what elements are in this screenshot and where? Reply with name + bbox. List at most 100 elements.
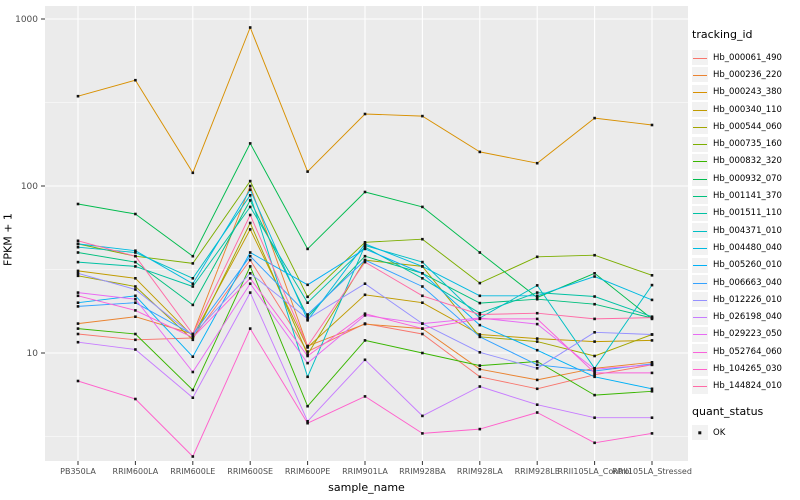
data-point [535, 367, 539, 370]
data-point [535, 378, 539, 382]
legend-key-box [692, 309, 708, 325]
legend-key-line-icon [693, 247, 707, 249]
legend-item-label: Hb_026198_040 [713, 312, 782, 323]
data-point [306, 247, 309, 251]
data-point [478, 333, 482, 336]
data-point [76, 379, 80, 383]
legend-key-box [692, 425, 708, 441]
data-point [191, 262, 195, 265]
data-point [306, 421, 309, 425]
data-point [363, 260, 367, 264]
legend-key-box [692, 67, 708, 83]
data-point [248, 254, 252, 258]
legend-key-line-icon [693, 230, 707, 232]
legend-item-label: Hb_029223_050 [713, 329, 782, 340]
legend-item-Hb_000340_110: Hb_000340_110 [692, 101, 798, 118]
data-point [134, 297, 137, 301]
data-point [306, 313, 309, 316]
data-point [421, 351, 424, 355]
legend-key-box [692, 153, 708, 169]
data-point [134, 348, 137, 351]
data-point [593, 354, 596, 358]
data-point [535, 337, 539, 340]
legend-title-tracking-id: tracking_id [692, 28, 753, 41]
data-point [478, 150, 482, 154]
data-point [421, 301, 424, 304]
data-point [478, 323, 482, 327]
data-point [191, 388, 195, 392]
legend-item-label: Hb_000243_380 [713, 87, 782, 98]
legend-key-box [692, 361, 708, 377]
legend-item-Hb_004480_040: Hb_004480_040 [692, 239, 798, 256]
legend-key-box [692, 171, 708, 187]
legend: tracking_id Hb_000061_490 Hb_000236_220 Hb… [692, 28, 798, 441]
data-point [363, 190, 367, 194]
data-point [363, 358, 367, 362]
legend-key-line-icon [693, 178, 707, 180]
legend-key-line-icon [693, 368, 707, 370]
data-point [650, 339, 654, 342]
data-point [421, 237, 424, 241]
data-point [535, 294, 539, 298]
legend-item-Hb_026198_040: Hb_026198_040 [692, 308, 798, 325]
data-point [593, 367, 596, 371]
data-point [478, 375, 482, 379]
data-point [248, 188, 252, 191]
data-point [248, 205, 252, 209]
data-point [478, 294, 482, 298]
x-tick-label: RRII105LA_Control [558, 467, 632, 476]
data-point [134, 309, 137, 312]
data-point [134, 315, 137, 318]
data-point [650, 390, 654, 393]
data-point [134, 294, 137, 298]
data-point [478, 385, 482, 388]
data-point [306, 353, 309, 356]
data-point [76, 260, 80, 264]
data-point [363, 241, 367, 244]
data-point [593, 275, 596, 278]
legend-entries: Hb_000061_490 Hb_000236_220 Hb_000243_380 H… [692, 49, 798, 395]
data-point [76, 202, 80, 206]
data-point [593, 116, 596, 120]
data-point [248, 251, 252, 254]
legend-item-Hb_006663_040: Hb_006663_040 [692, 274, 798, 291]
legend-key-box [692, 84, 708, 100]
data-point [134, 288, 137, 291]
legend-item-quant-ok: OK [692, 424, 798, 441]
data-point [363, 322, 367, 326]
data-point [650, 371, 654, 375]
data-point [248, 291, 252, 294]
data-point [421, 114, 424, 118]
data-point [535, 317, 539, 321]
legend-item-label: Hb_005260_010 [713, 260, 782, 271]
data-point [134, 212, 137, 216]
data-point [650, 316, 654, 319]
data-point [421, 322, 424, 325]
data-point [191, 332, 195, 336]
legend-item-label: Hb_144824_010 [713, 381, 782, 392]
data-point [593, 317, 596, 321]
legend-item-Hb_000544_060: Hb_000544_060 [692, 118, 798, 135]
data-point [535, 296, 539, 299]
data-point [134, 265, 137, 268]
data-point [134, 301, 137, 304]
data-point [535, 322, 539, 326]
data-point [191, 254, 195, 258]
legend-key-line-icon [693, 57, 707, 59]
data-point [76, 305, 80, 308]
data-point [478, 313, 482, 316]
data-point [76, 301, 80, 304]
data-point [421, 285, 424, 288]
data-point [593, 375, 596, 379]
data-point [248, 228, 252, 231]
data-point [76, 251, 80, 254]
legend-item-label: Hb_012226_010 [713, 294, 782, 305]
legend-key-line-icon [693, 144, 707, 146]
x-tick-label: RRIM600LE [170, 467, 215, 476]
y-tick-label: 1000 [15, 15, 38, 25]
data-point [248, 213, 252, 217]
data-point [191, 455, 195, 458]
data-point [306, 375, 309, 379]
data-point [248, 282, 252, 285]
data-point [535, 255, 539, 259]
